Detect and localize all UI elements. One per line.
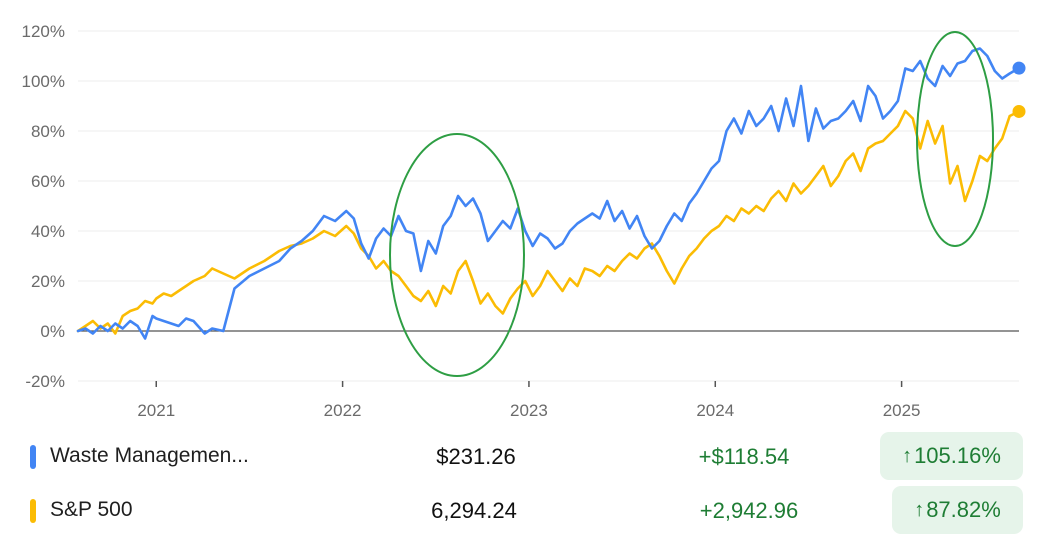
x-tick-label: 2023 bbox=[510, 401, 548, 420]
x-tick-label: 2022 bbox=[324, 401, 362, 420]
series-line-sp500 bbox=[76, 109, 1021, 335]
comparison-line-chart: 120% 100% 80% 60% 40% 20% 0% -20% 2021 2022 2023 20… bbox=[22, 22, 1026, 420]
percent-change-badge: ↑ 105.16% bbox=[880, 432, 1023, 480]
series-line-waste-management bbox=[76, 47, 1021, 340]
series-end-dot-waste-management bbox=[1012, 61, 1026, 75]
annotation-ellipse-2022 bbox=[389, 133, 525, 377]
y-tick-label: 40% bbox=[31, 222, 65, 241]
current-price: 6,294.24 bbox=[431, 498, 517, 523]
series-name: S&P 500 bbox=[50, 498, 133, 521]
series-color-swatch bbox=[30, 499, 36, 523]
y-tick-label: 0% bbox=[40, 322, 65, 341]
price-change: +2,942.96 bbox=[699, 498, 799, 523]
arrow-up-icon: ↑ bbox=[914, 498, 925, 521]
percent-change-value: 87.82% bbox=[926, 497, 1001, 522]
arrow-up-icon: ↑ bbox=[902, 444, 913, 467]
annotation-ellipse-2025 bbox=[916, 31, 994, 247]
y-tick-label: 100% bbox=[22, 72, 65, 91]
current-price: $231.26 bbox=[436, 444, 516, 469]
legend-row-sp500[interactable]: S&P 500 6,294.24 +2,942.96 ↑ 87.82% bbox=[0, 486, 1057, 536]
x-tick-label: 2024 bbox=[696, 401, 734, 420]
series-name: Waste Managemen... bbox=[50, 444, 249, 467]
percent-change-value: 105.16% bbox=[914, 443, 1001, 468]
legend-row-waste-management[interactable]: Waste Managemen... $231.26 +$118.54 ↑ 105… bbox=[0, 432, 1057, 482]
x-tick-label: 2025 bbox=[883, 401, 921, 420]
percent-change-badge: ↑ 87.82% bbox=[892, 486, 1023, 534]
y-tick-label: 80% bbox=[31, 122, 65, 141]
y-tick-label: 60% bbox=[31, 172, 65, 191]
price-change: +$118.54 bbox=[698, 444, 790, 469]
series-end-dot-sp500 bbox=[1012, 104, 1026, 118]
y-tick-label: 20% bbox=[31, 272, 65, 291]
series-color-swatch bbox=[30, 445, 36, 469]
y-tick-label: 120% bbox=[22, 22, 65, 41]
x-tick-label: 2021 bbox=[137, 401, 175, 420]
y-tick-label: -20% bbox=[25, 372, 65, 391]
